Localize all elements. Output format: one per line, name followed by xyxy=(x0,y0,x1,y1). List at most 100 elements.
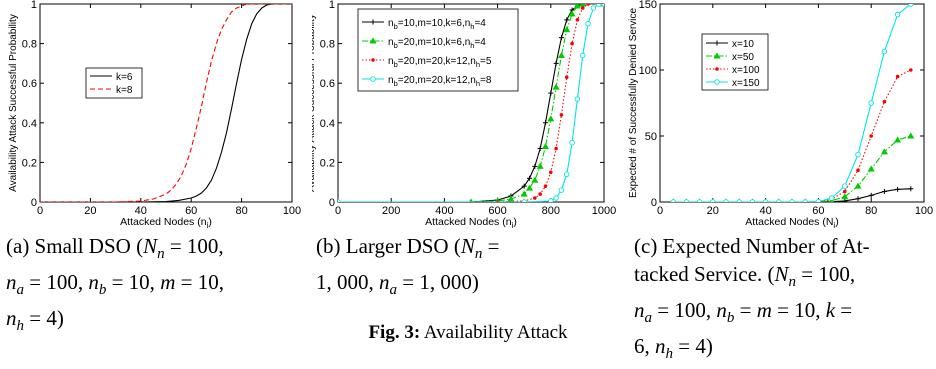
legend-label-2: nb=20,m=10,k=6,nh=4 xyxy=(388,37,486,50)
series-4-point xyxy=(736,199,742,202)
plot-b: 0 200 400 600 800 1000 0 0.2 0.4 0.6 0.8 1 Attacked … xyxy=(312,0,616,230)
x-tick-label: 600 xyxy=(488,205,506,217)
y-tick-label: 0.4 xyxy=(320,118,335,130)
series-2-point xyxy=(907,132,915,139)
legend-box xyxy=(85,67,143,99)
y-tick-label: 0 xyxy=(651,197,657,209)
x-tick-label: 400 xyxy=(435,205,453,217)
x-tick-label: 0 xyxy=(335,205,341,217)
plot-area xyxy=(338,4,604,202)
x-tick-label: 40 xyxy=(759,205,771,217)
y-tick-label: 0 xyxy=(31,197,37,209)
y-tick-label: 100 xyxy=(639,65,657,77)
series-4-point xyxy=(553,195,559,201)
series-4-point xyxy=(683,199,690,202)
plot-frame xyxy=(39,3,293,203)
series-4-point xyxy=(855,151,861,158)
legend-marker-3 xyxy=(715,67,719,71)
series-1-point xyxy=(842,198,848,202)
series-4-point xyxy=(595,4,602,7)
series-1-point xyxy=(537,146,543,152)
series-4-point xyxy=(579,52,586,59)
series-4-point xyxy=(776,199,782,202)
series-4-point xyxy=(789,199,795,202)
caption-a: (a) Small DSO (Nn = 100, na = 100, nb = … xyxy=(6,232,302,341)
series-3-point xyxy=(580,6,585,10)
series-1-point xyxy=(521,183,527,189)
series-line-2 xyxy=(40,4,292,202)
series-2-point xyxy=(526,184,534,191)
caption-a-line2: na = 100, nb = 10, m = 10, xyxy=(6,270,224,299)
series-4-point xyxy=(585,21,591,27)
legend-marker-1 xyxy=(714,40,720,46)
x-axis-label: Attacked Nodes (Ni) xyxy=(745,216,838,230)
x-tick-label: 40 xyxy=(135,205,147,217)
series-4-point xyxy=(601,4,604,7)
legend-marker-4 xyxy=(714,79,720,85)
series-3-point xyxy=(533,196,537,200)
plot-area xyxy=(40,4,292,202)
series-3-point xyxy=(843,189,847,194)
series-1-point xyxy=(558,35,564,41)
legend-label-3: x=100 xyxy=(732,65,760,76)
legend-label-1: k=6 xyxy=(116,72,133,83)
series-2-point xyxy=(880,148,888,155)
series-2-point xyxy=(541,142,549,150)
series-3-point xyxy=(869,134,873,138)
caption-b: (b) Larger DSO (Nn = 1, 000, na = 1, 000… xyxy=(316,232,616,304)
legend-marker-2 xyxy=(713,52,721,59)
series-3-point xyxy=(895,74,900,79)
caption-c: (c) Expected Number of At- tacked Servic… xyxy=(634,232,934,369)
legend-marker-4 xyxy=(370,76,376,82)
series-1-point xyxy=(868,192,874,198)
series-4-point xyxy=(828,195,835,201)
series-1-point xyxy=(542,120,548,126)
x-tick-label: 20 xyxy=(707,205,719,217)
legend-marker-3 xyxy=(371,58,375,62)
series-2-point xyxy=(573,4,581,9)
x-tick-label: 0 xyxy=(37,205,43,217)
y-axis-label: Availability Attack Successful Probabili… xyxy=(8,14,19,192)
plot-area xyxy=(670,4,915,202)
series-4-point xyxy=(564,171,570,178)
series-4-point xyxy=(548,198,554,202)
y-tick-label: 1 xyxy=(31,0,37,11)
legend: nb=10,m=10,k=6,nh=4 nb=20,m=10,k=6,nh=4 nb… xyxy=(357,8,519,92)
y-axis-label: Availability Attack Successful Probabili… xyxy=(312,14,317,192)
x-tick-label: 60 xyxy=(812,205,824,217)
series-3-point xyxy=(564,75,569,80)
series-4-point xyxy=(696,199,703,202)
x-tick-label: 100 xyxy=(915,205,933,217)
series-3-point xyxy=(554,146,558,151)
y-tick-label: 0.4 xyxy=(22,118,37,130)
series-2-point xyxy=(854,182,862,189)
series-4-point xyxy=(670,199,676,202)
y-tick-label: 0 xyxy=(329,197,335,209)
series-2-point xyxy=(563,26,571,33)
series-1-point xyxy=(532,163,538,169)
series-2-point xyxy=(547,115,555,122)
series-2-point xyxy=(841,193,849,200)
caption-a-line3: nh = 4) xyxy=(6,306,64,335)
plot-c: 0 20 40 60 80 100 0 50 100 150 Attacked Nodes (Ni)… xyxy=(628,0,933,230)
y-axis-label: Expected # of Successfully Denied Servic… xyxy=(628,8,639,199)
caption-c-line1: (c) Expected Number of At- xyxy=(634,234,870,258)
series-3-point xyxy=(856,168,860,173)
y-tick-label: 150 xyxy=(639,0,657,11)
series-4-point xyxy=(802,199,808,202)
series-4-point xyxy=(868,100,874,106)
legend-label-1: x=10 xyxy=(732,39,754,50)
caption-a-line1: (a) Small DSO (Nn = 100, xyxy=(6,234,224,263)
x-axis-label: Attacked Nodes (ni) xyxy=(120,216,212,230)
series-2-point xyxy=(520,190,528,197)
chart-panel-a: 0 20 40 60 80 100 0 0.2 0.4 0.6 0.8 1 Attacked Nodes… xyxy=(8,0,301,230)
y-tick-label: 1 xyxy=(329,0,335,11)
series-4-point xyxy=(881,48,888,55)
series-4-point xyxy=(762,199,769,202)
series-1-point xyxy=(908,186,914,192)
y-tick-label: 0.2 xyxy=(22,157,37,169)
legend-marker-2 xyxy=(369,37,377,44)
x-tick-label: 800 xyxy=(542,205,560,217)
series-4-point xyxy=(574,96,581,102)
figure-caption: Fig. 3: Availability Attack xyxy=(368,322,568,343)
